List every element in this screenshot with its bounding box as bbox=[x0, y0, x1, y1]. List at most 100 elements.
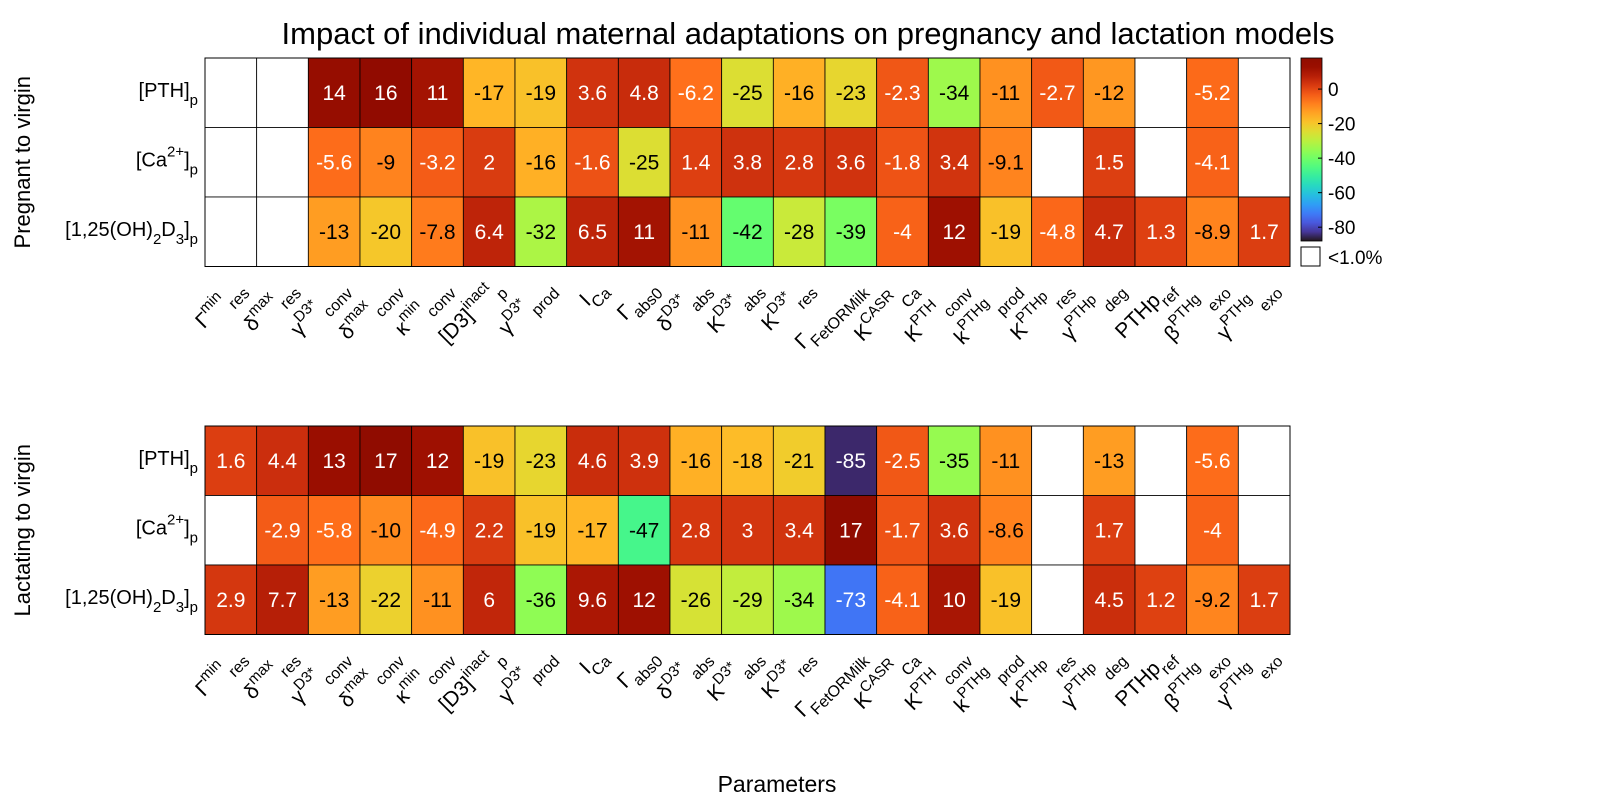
cell-value-label: -13 bbox=[319, 589, 349, 612]
cell-value-label: 2.2 bbox=[475, 519, 504, 542]
cell-value-label: 11 bbox=[633, 221, 655, 244]
cell-value-label: 3.4 bbox=[940, 151, 970, 174]
heatmap-cell bbox=[876, 495, 929, 566]
cell-value-label: -19 bbox=[474, 450, 504, 473]
cell-value-label: 3.8 bbox=[733, 151, 762, 174]
cell-value-label: -26 bbox=[681, 589, 711, 612]
heatmap-cell bbox=[1031, 564, 1084, 635]
heatmap-cell bbox=[514, 196, 568, 267]
heatmap-cell bbox=[514, 425, 568, 496]
heatmap-cell bbox=[256, 57, 309, 128]
x-tick-label: γD3*prod bbox=[491, 640, 564, 713]
cell-value-label: -39 bbox=[836, 221, 866, 244]
heatmap-cell bbox=[204, 127, 258, 198]
heatmap-cell bbox=[927, 57, 981, 128]
cell-value-label: -73 bbox=[836, 589, 866, 612]
heatmap-cell bbox=[979, 425, 1033, 496]
cell-value-label: -4 bbox=[893, 221, 912, 244]
heatmap-cell bbox=[566, 495, 619, 566]
heatmap-cell bbox=[1186, 196, 1239, 267]
heatmap-cell bbox=[669, 495, 723, 566]
cell-value-label: 3.9 bbox=[630, 450, 659, 473]
row-label: [1,25(OH)2D3]p bbox=[65, 219, 198, 248]
cell-value-label: 17 bbox=[839, 519, 862, 542]
cell-value-label: 3.6 bbox=[836, 151, 865, 174]
cell-value-label: -28 bbox=[784, 221, 814, 244]
heatmap-cell bbox=[876, 57, 929, 128]
cell-value-label: -2.5 bbox=[884, 450, 920, 473]
cell-value-label: 1.6 bbox=[216, 450, 245, 473]
heatmap-cell bbox=[514, 57, 568, 128]
heatmap-cell bbox=[1237, 57, 1291, 128]
cell-value-label: -16 bbox=[784, 82, 814, 105]
heatmap-cell bbox=[876, 425, 929, 496]
heatmap-cell bbox=[1031, 425, 1084, 496]
heatmap-cell bbox=[1186, 495, 1239, 566]
heatmap-cell bbox=[256, 196, 309, 267]
colorbar-tick-label: 0 bbox=[1328, 80, 1339, 101]
heatmap-cell bbox=[566, 196, 619, 267]
cell-value-label: 10 bbox=[942, 589, 965, 612]
heatmap-cell bbox=[617, 425, 671, 496]
cell-value-label: -5.2 bbox=[1194, 82, 1230, 105]
heatmap-cell bbox=[1237, 425, 1291, 496]
cell-value-label: 1.5 bbox=[1095, 151, 1124, 174]
cell-value-label: -6.2 bbox=[678, 82, 714, 105]
colorbar-tick-label: -40 bbox=[1328, 149, 1355, 170]
cell-value-label: -5.8 bbox=[316, 519, 352, 542]
heatmap-cell bbox=[1186, 57, 1239, 128]
heatmap-cell bbox=[1134, 196, 1188, 267]
cell-value-label: -20 bbox=[371, 221, 401, 244]
cell-value-label: -11 bbox=[681, 221, 710, 244]
row-label: [PTH]p bbox=[139, 448, 198, 477]
cell-value-label: -10 bbox=[371, 519, 401, 542]
heatmap-cell bbox=[772, 57, 826, 128]
cell-value-label: 4.4 bbox=[268, 450, 298, 473]
cell-value-label: 3.4 bbox=[785, 519, 815, 542]
cell-value-label: -1.6 bbox=[574, 151, 610, 174]
row-label: [PTH]p bbox=[139, 80, 198, 109]
heatmap-cell bbox=[411, 564, 464, 635]
cell-value-label: 1.7 bbox=[1250, 589, 1279, 612]
cell-value-label: -13 bbox=[1094, 450, 1124, 473]
cell-value-label: -2.7 bbox=[1039, 82, 1075, 105]
heatmap-cell bbox=[411, 196, 464, 267]
heatmap-cell bbox=[772, 495, 826, 566]
legend-below-threshold-label: <1.0% bbox=[1328, 248, 1383, 269]
cell-value-label: 14 bbox=[322, 82, 346, 105]
heatmap-cell bbox=[876, 196, 929, 267]
heatmap-cell bbox=[204, 495, 258, 566]
cell-value-label: -4.9 bbox=[419, 519, 455, 542]
row-label: [1,25(OH)2D3]p bbox=[65, 587, 198, 616]
panel-pregnant: 14 16 11 -17 -19 3.6 4.8 -6.2 -25 -16 -23 -2.3 -34 -1… bbox=[10, 57, 1291, 354]
cell-value-label: 13 bbox=[322, 450, 345, 473]
heatmap-cell bbox=[566, 57, 619, 128]
heatmap-cell bbox=[1082, 425, 1136, 496]
legend-swatch-white bbox=[1300, 246, 1321, 267]
cell-value-label: 4.5 bbox=[1095, 589, 1124, 612]
cell-value-label: -22 bbox=[371, 589, 401, 612]
heatmap-cell bbox=[514, 127, 568, 198]
cell-value-label: 11 bbox=[427, 82, 449, 105]
cell-value-label: 2.8 bbox=[785, 151, 814, 174]
cell-value-label: -19 bbox=[991, 221, 1021, 244]
cell-value-label: 4.8 bbox=[630, 82, 659, 105]
heatmap-cell bbox=[307, 564, 361, 635]
cell-value-label: 12 bbox=[632, 589, 655, 612]
colorbar-tick-label: -60 bbox=[1328, 184, 1355, 205]
cell-value-label: -4 bbox=[1203, 519, 1222, 542]
row-label: [Ca2+]p bbox=[136, 511, 198, 546]
heatmap-cell bbox=[1237, 127, 1291, 198]
heatmap-cell bbox=[927, 425, 981, 496]
cell-value-label: -23 bbox=[526, 450, 556, 473]
cell-value-label: -12 bbox=[1094, 82, 1124, 105]
heatmap-cell bbox=[462, 564, 516, 635]
cell-value-label: -29 bbox=[732, 589, 762, 612]
cell-value-label: -19 bbox=[991, 589, 1021, 612]
cell-value-label: 3 bbox=[742, 519, 754, 542]
heatmap-cell bbox=[256, 564, 309, 635]
cell-value-label: 1.2 bbox=[1146, 589, 1175, 612]
cell-value-label: -11 bbox=[423, 589, 452, 612]
heatmap-cell bbox=[307, 495, 361, 566]
